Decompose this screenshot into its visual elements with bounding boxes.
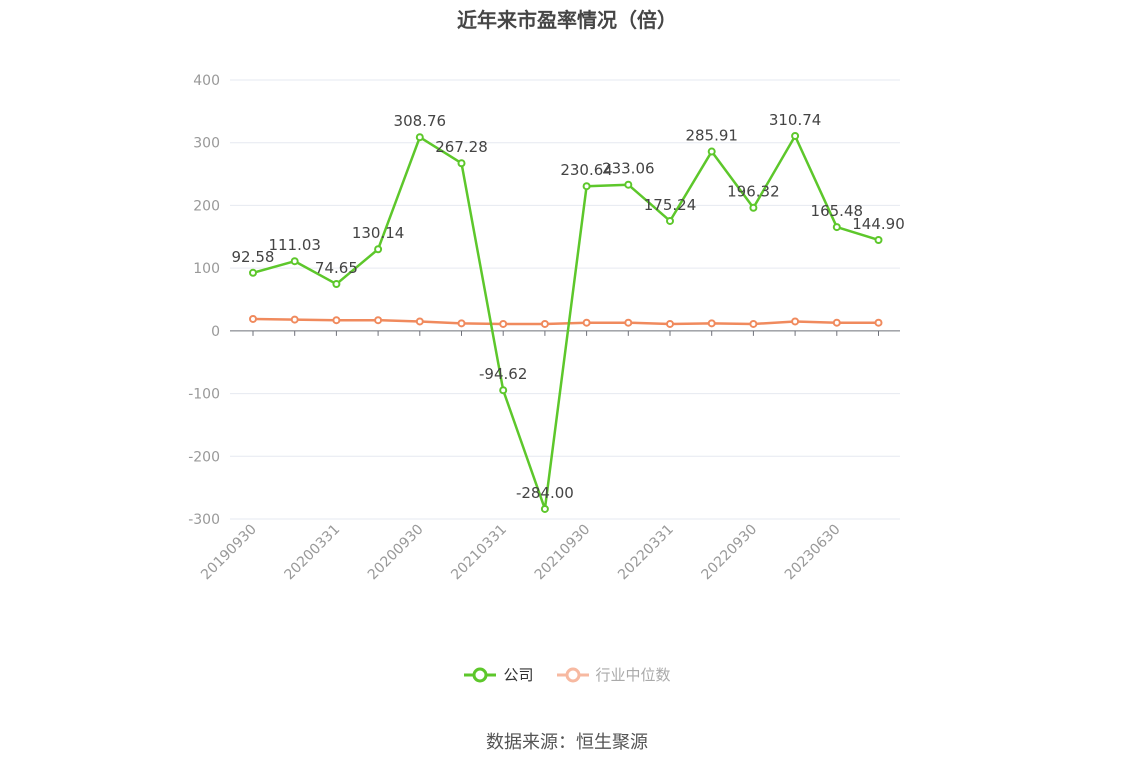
- y-axis-labels: 400 300 200 100 0 -100 -200 -300: [188, 73, 220, 528]
- data-point-industry-median: [707, 319, 716, 328]
- data-label-company: 175.24: [644, 196, 697, 214]
- data-point-company: [832, 223, 841, 232]
- y-tick-label: 200: [193, 198, 220, 214]
- grid-layer: [230, 79, 900, 520]
- data-point-company: [332, 280, 341, 289]
- data-point-company: [249, 268, 257, 277]
- x-tick-label: 20220930: [699, 522, 761, 584]
- data-point-company: [457, 159, 466, 168]
- data-label-company: -284.00: [516, 484, 574, 502]
- data-point-company: [499, 386, 508, 395]
- legend-item-company[interactable]: 公司: [463, 664, 534, 685]
- data-label-company: 230.64: [560, 161, 613, 179]
- data-label-company: 233.06: [602, 160, 655, 178]
- data-label-company: 111.03: [268, 236, 321, 254]
- legend-line-marker-icon: [464, 667, 497, 682]
- data-point-industry-median: [374, 316, 383, 325]
- legend: 公司 行业中位数: [0, 664, 1134, 685]
- y-tick-label: 0: [211, 324, 220, 340]
- data-point-company: [624, 180, 633, 189]
- data-label-company: 74.65: [315, 259, 358, 277]
- x-tick-label: 20190930: [198, 522, 260, 584]
- data-point-company: [290, 257, 299, 266]
- data-point-industry-median: [290, 315, 299, 324]
- series-line-industry-median: [252, 317, 879, 326]
- data-label-company: 267.28: [435, 138, 488, 156]
- data-point-industry-median: [457, 319, 466, 328]
- data-point-company: [666, 216, 674, 225]
- data-point-industry-median: [249, 314, 257, 323]
- data-point-industry-median: [874, 318, 883, 327]
- x-tick-label: 20200331: [282, 522, 344, 584]
- data-point-company: [707, 147, 716, 156]
- data-label-company: 310.74: [769, 111, 822, 129]
- data-point-company: [749, 203, 758, 212]
- source-note: 数据来源：恒生聚源: [486, 732, 648, 753]
- legend-item-industry-median[interactable]: 行业中位数: [556, 664, 671, 685]
- data-point-company: [540, 504, 549, 513]
- y-tick-label: -200: [188, 449, 220, 465]
- y-tick-label: 400: [193, 73, 220, 89]
- legend-label-industry-median: 行业中位数: [595, 666, 671, 684]
- data-label-company: 165.48: [811, 202, 864, 220]
- data-point-industry-median: [332, 316, 341, 325]
- y-tick-label: -300: [188, 512, 220, 528]
- data-point-industry-median: [791, 317, 800, 326]
- data-point-company: [791, 131, 800, 140]
- data-point-industry-median: [666, 319, 674, 328]
- chart-title: 近年来市盈率情况（倍）: [457, 8, 677, 32]
- data-label-company: 285.91: [685, 127, 738, 145]
- data-point-company: [374, 245, 383, 254]
- data-point-industry-median: [540, 319, 549, 328]
- x-tick-label: 20220331: [615, 522, 677, 584]
- data-point-industry-median: [415, 317, 424, 326]
- data-label-company: 196.32: [727, 183, 780, 201]
- series-line-company: [252, 134, 879, 511]
- data-point-company: [874, 235, 883, 244]
- data-label-company: 130.14: [352, 224, 405, 242]
- data-point-industry-median: [832, 318, 841, 327]
- series-layer: [249, 131, 883, 513]
- data-point-company: [415, 133, 424, 142]
- x-tick-label: 20210331: [448, 522, 510, 584]
- data-label-company: 308.76: [394, 112, 447, 130]
- legend-line-marker-icon: [556, 667, 589, 682]
- legend-label-company: 公司: [503, 666, 534, 684]
- data-label-company: -94.62: [479, 365, 527, 383]
- y-tick-label: 300: [193, 136, 220, 152]
- data-point-industry-median: [499, 319, 508, 328]
- data-point-industry-median: [624, 318, 633, 327]
- x-tick-label: 20200930: [365, 522, 427, 584]
- data-point-company: [582, 182, 591, 191]
- y-tick-label: 100: [193, 261, 220, 277]
- data-point-industry-median: [582, 318, 591, 327]
- x-axis: [230, 330, 900, 336]
- y-tick-label: -100: [188, 387, 220, 403]
- data-point-industry-median: [749, 319, 758, 328]
- x-axis-labels: 20190930 20200331 20200930 20210331 20210930…: [198, 522, 844, 584]
- x-tick-label: 20210930: [532, 522, 594, 584]
- data-label-company: 144.90: [852, 215, 905, 233]
- x-tick-label: 20230630: [782, 522, 844, 584]
- data-label-company: 92.58: [232, 248, 275, 266]
